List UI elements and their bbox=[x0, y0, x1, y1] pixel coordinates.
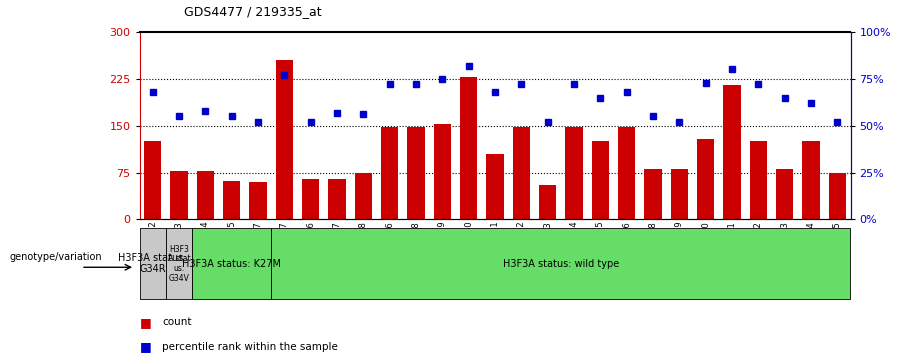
Bar bbox=[355, 172, 372, 219]
Bar bbox=[275, 60, 292, 219]
Bar bbox=[539, 185, 556, 219]
Bar bbox=[408, 127, 425, 219]
Bar bbox=[381, 127, 398, 219]
Bar bbox=[724, 85, 741, 219]
Bar bbox=[223, 181, 240, 219]
Bar bbox=[193, 228, 271, 299]
Bar bbox=[249, 182, 266, 219]
Bar bbox=[513, 127, 530, 219]
Bar bbox=[592, 141, 609, 219]
Bar bbox=[434, 124, 451, 219]
Bar bbox=[698, 139, 715, 219]
Bar bbox=[803, 141, 820, 219]
Text: H3F3A status: wild type: H3F3A status: wild type bbox=[503, 259, 619, 269]
Bar bbox=[829, 172, 846, 219]
Bar bbox=[328, 179, 346, 219]
Text: GDS4477 / 219335_at: GDS4477 / 219335_at bbox=[184, 5, 322, 18]
Bar bbox=[750, 141, 767, 219]
Bar bbox=[302, 179, 320, 219]
Text: count: count bbox=[162, 317, 192, 327]
Bar bbox=[140, 228, 166, 299]
Bar bbox=[170, 171, 187, 219]
Bar bbox=[776, 170, 793, 219]
Bar bbox=[166, 228, 193, 299]
Bar bbox=[670, 170, 688, 219]
Bar bbox=[644, 170, 662, 219]
Text: H3F3A status: K27M: H3F3A status: K27M bbox=[182, 259, 281, 269]
Text: ■: ■ bbox=[140, 316, 151, 329]
Bar bbox=[618, 127, 635, 219]
Bar bbox=[565, 127, 582, 219]
Text: ■: ■ bbox=[140, 341, 151, 353]
Text: genotype/variation: genotype/variation bbox=[9, 252, 102, 262]
Text: percentile rank within the sample: percentile rank within the sample bbox=[162, 342, 338, 352]
Bar bbox=[486, 154, 504, 219]
Bar bbox=[460, 77, 477, 219]
Text: H3F3
A stat
us:
G34V: H3F3 A stat us: G34V bbox=[167, 245, 190, 283]
Bar bbox=[197, 171, 214, 219]
Bar bbox=[271, 228, 850, 299]
Bar bbox=[144, 141, 161, 219]
Text: H3F3A status:
G34R: H3F3A status: G34R bbox=[119, 253, 187, 274]
